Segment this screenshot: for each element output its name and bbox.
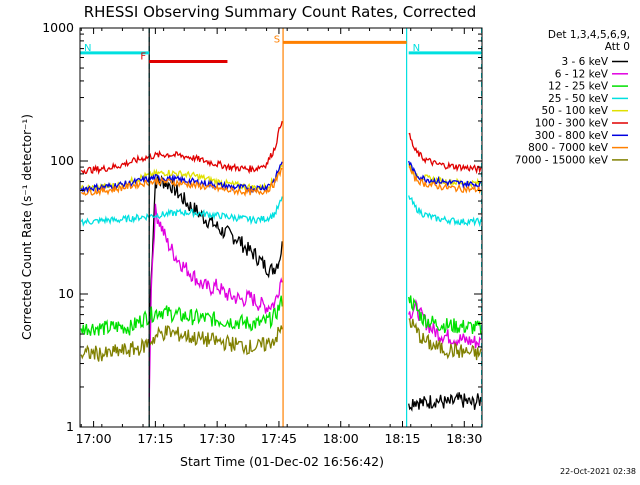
x-axis-label: Start Time (01-Dec-02 16:56:42) bbox=[180, 454, 384, 469]
x-tick-label: 17:00 bbox=[76, 431, 112, 446]
y-tick-label: 10 bbox=[58, 286, 74, 301]
series-line bbox=[80, 120, 482, 175]
legend-header: Det 1,3,4,5,6,9, bbox=[548, 29, 630, 41]
legend-label: 100 - 300 keV bbox=[535, 118, 609, 130]
y-tick-label: 1 bbox=[66, 419, 74, 434]
series-line bbox=[80, 165, 482, 198]
legend-label: 300 - 800 keV bbox=[535, 130, 609, 142]
flag-label: S bbox=[274, 34, 280, 45]
chart-title: RHESSI Observing Summary Count Rates, Co… bbox=[84, 3, 477, 21]
legend-header: Att 0 bbox=[605, 41, 630, 53]
legend-label: 800 - 7000 keV bbox=[528, 142, 609, 154]
series-line bbox=[80, 295, 482, 336]
flag-label: N bbox=[413, 43, 420, 54]
footer-timestamp: 22-Oct-2021 02:38 bbox=[560, 467, 636, 476]
series-line bbox=[80, 318, 482, 362]
y-axis-label: Corrected Count Rate (s⁻¹ detector⁻¹) bbox=[20, 114, 34, 340]
x-tick-label: 18:30 bbox=[446, 431, 482, 446]
legend-label: 12 - 25 keV bbox=[548, 81, 609, 93]
y-tick-label: 100 bbox=[50, 153, 74, 168]
x-tick-label: 17:15 bbox=[137, 431, 173, 446]
series-line bbox=[148, 203, 482, 400]
legend-label: 3 - 6 keV bbox=[561, 56, 608, 68]
x-tick-label: 18:15 bbox=[384, 431, 420, 446]
series-line bbox=[80, 195, 482, 228]
flag-label: F bbox=[140, 51, 146, 62]
x-tick-label: 17:30 bbox=[199, 431, 235, 446]
legend-label: 50 - 100 keV bbox=[541, 105, 608, 117]
x-tick-label: 18:00 bbox=[323, 431, 359, 446]
legend-label: 25 - 50 keV bbox=[548, 93, 609, 105]
series-line bbox=[148, 174, 482, 412]
legend-label: 6 - 12 keV bbox=[555, 68, 609, 80]
legend-label: 7000 - 15000 keV bbox=[515, 154, 609, 166]
plot-frame bbox=[79, 27, 483, 428]
flag-label: N bbox=[84, 43, 91, 54]
plot-area: N N F S 17:00 17:15 17:30 17:45 18:00 18:15 18:30 1… bbox=[42, 20, 483, 446]
y-tick-label: 1000 bbox=[42, 20, 74, 35]
x-tick-label: 17:45 bbox=[261, 431, 297, 446]
